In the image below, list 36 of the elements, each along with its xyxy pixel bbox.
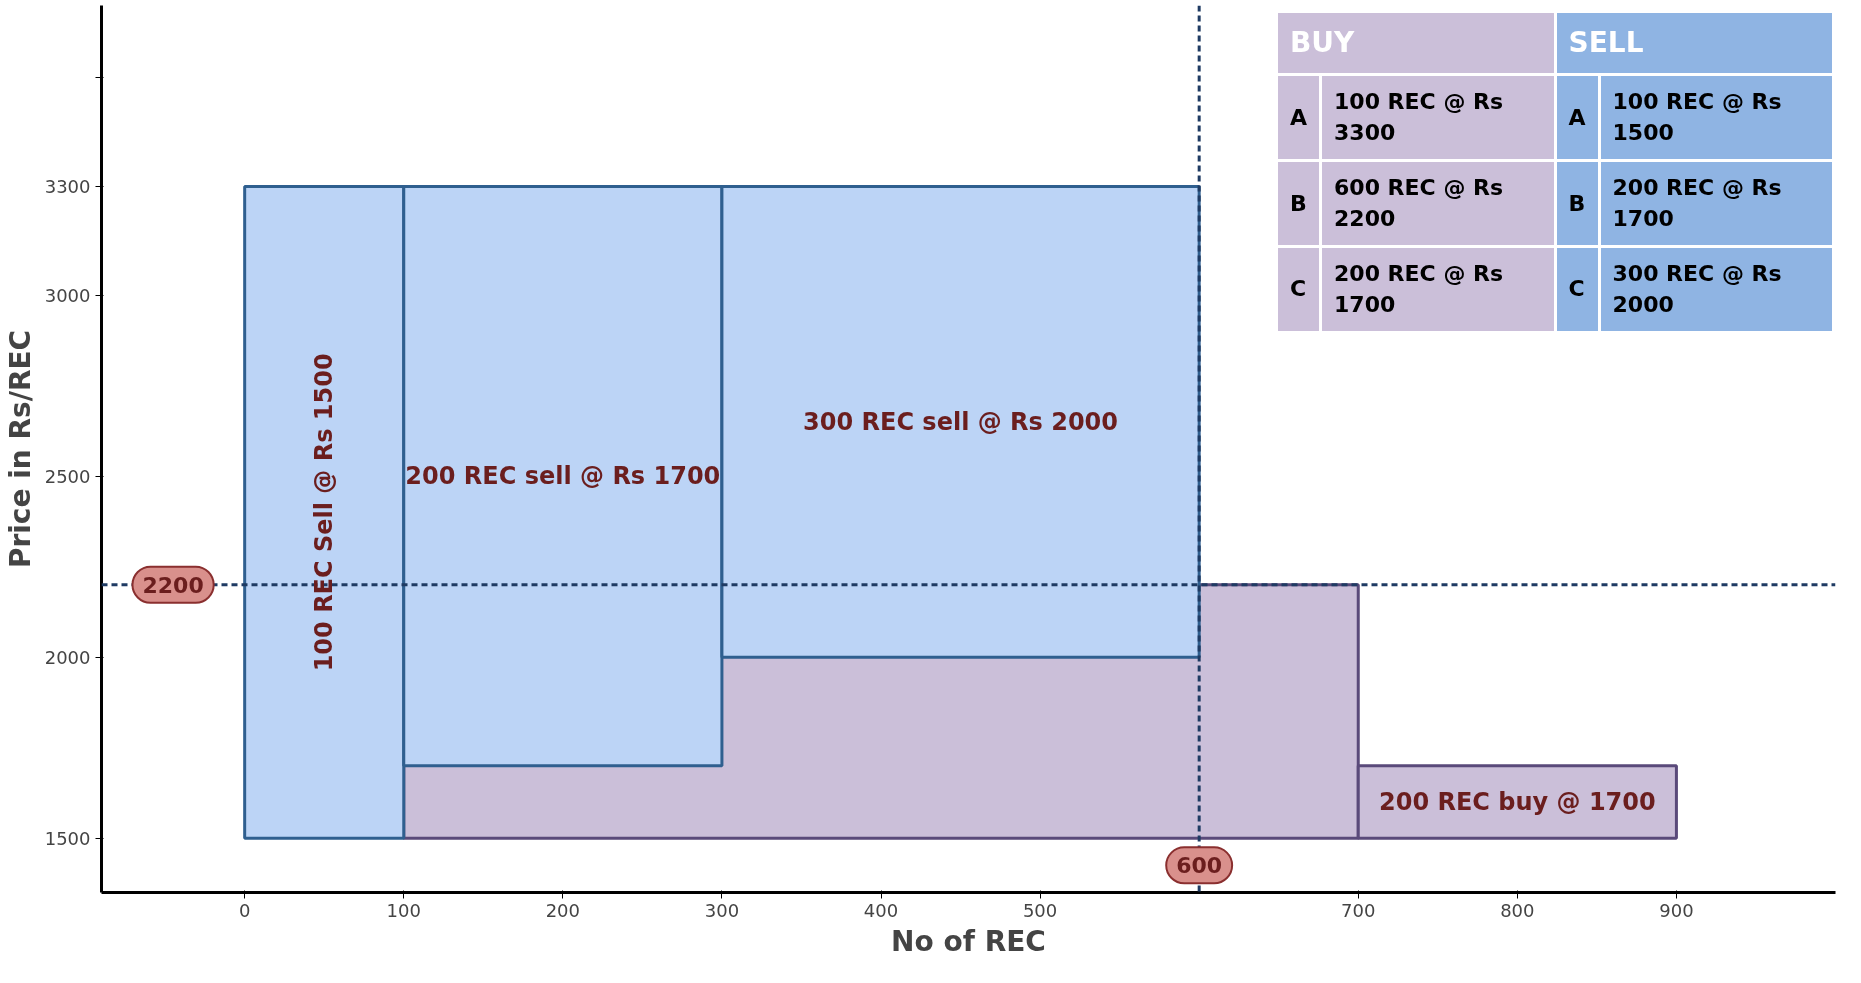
annotation: A (1276, 74, 1321, 161)
annotation: A (1555, 74, 1600, 161)
x-tick-label: 900 (1659, 899, 1694, 921)
x-tick-label: 200 (545, 899, 581, 921)
x-tick-label: 400 (863, 899, 899, 921)
annotation: 300 REC @ Rs 2000 (1599, 246, 1834, 333)
annotation: 100 REC Sell @ Rs 1500 (310, 353, 339, 672)
annotation: SELL (1555, 11, 1834, 75)
y-tick-label: 3000 (44, 284, 91, 306)
ref-line-label: 2200 (142, 572, 204, 598)
annotation: 300 REC sell @ Rs 2000 (803, 407, 1119, 436)
y-tick-label: 1500 (44, 827, 91, 849)
annotation: BUY (1276, 11, 1555, 75)
annotation: B (1276, 160, 1321, 247)
annotation: C (1276, 246, 1321, 333)
annotation: 200 REC @ Rs 1700 (1599, 160, 1834, 247)
y-axis-title: Price in Rs/REC (3, 329, 37, 569)
x-tick-label: 700 (1341, 899, 1376, 921)
x-tick-label: 800 (1500, 899, 1535, 921)
annotation: 200 REC @ Rs 1700 (1320, 246, 1555, 333)
annotation: B (1555, 160, 1600, 247)
annotation: 100 REC @ Rs 3300 (1320, 74, 1555, 161)
x-axis-title: No of REC (891, 924, 1046, 958)
x-tick-label: 500 (1022, 899, 1058, 921)
y-tick-label: 3300 (44, 176, 91, 198)
x-tick-label: 300 (704, 899, 740, 921)
annotation: C (1555, 246, 1600, 333)
annotation: 200 REC buy @ 1700 (1378, 787, 1656, 816)
ref-line-label: 600 (1176, 853, 1223, 879)
y-tick-label: 2500 (44, 465, 91, 487)
annotation: 600 REC @ Rs 2200 (1320, 160, 1555, 247)
x-tick-label: 100 (386, 899, 421, 921)
x-tick-label: 0 (238, 899, 251, 921)
y-tick-label: 2000 (44, 646, 91, 668)
annotation: 200 REC sell @ Rs 1700 (405, 462, 721, 491)
annotation: 100 REC @ Rs 1500 (1599, 74, 1834, 161)
